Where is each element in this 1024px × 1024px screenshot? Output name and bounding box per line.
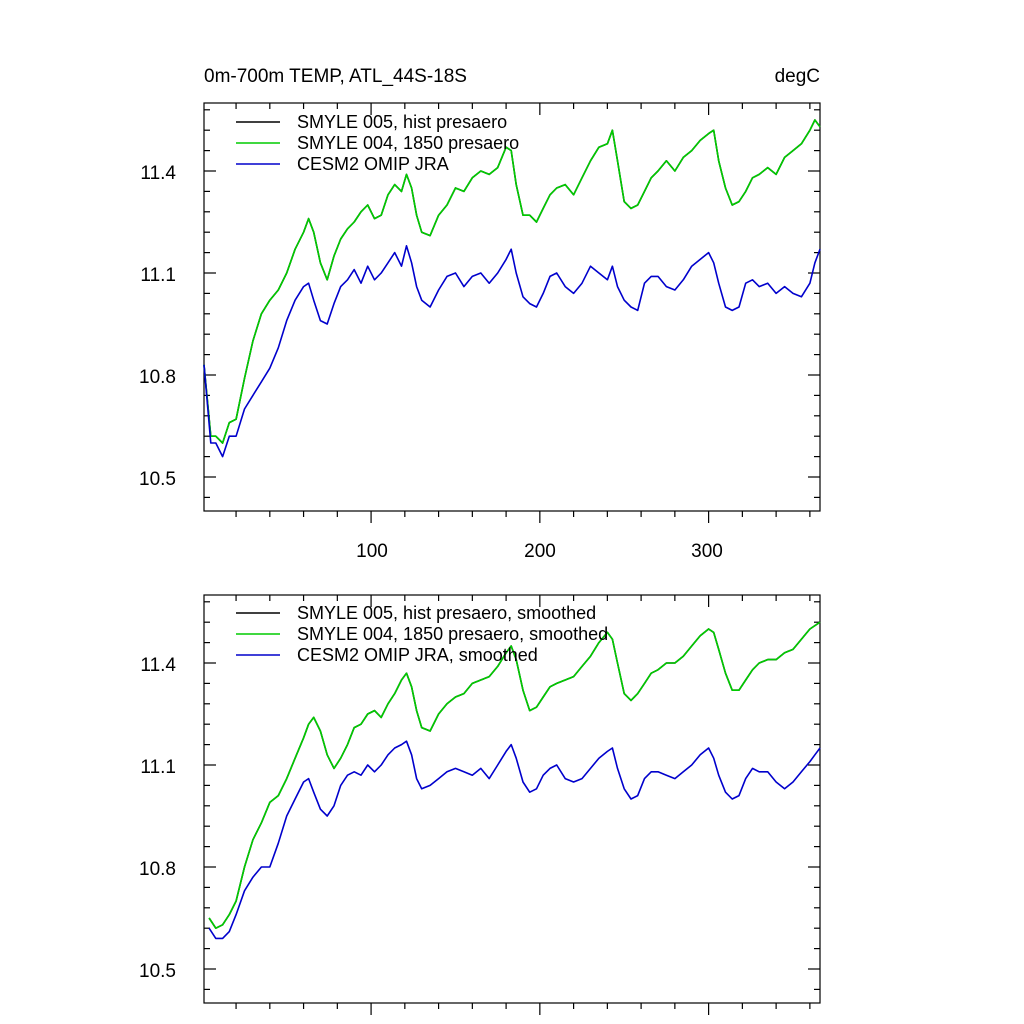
series-line-1 [208,621,821,930]
x-tick-label: 100 [356,541,388,562]
legend-label: SMYLE 004, 1850 presaero, smoothed [297,624,608,644]
legend-label: SMYLE 004, 1850 presaero [297,133,519,153]
y-tick-label: 10.8 [139,859,176,880]
series-line-2 [203,245,821,458]
legend-label: SMYLE 005, hist presaero, smoothed [297,603,596,623]
y-tick-label: 11.4 [140,163,176,184]
series-lines [203,119,821,458]
y-tick-label: 11.1 [140,265,176,286]
series-line-1 [203,119,821,444]
y-tick-label: 10.8 [139,367,176,388]
plot-frame [203,594,821,1004]
series-lines [208,621,821,940]
chart-title: 0m-700m TEMP, ATL_44S-18S [204,66,467,87]
bottom-panel: 10.5 10.8 11.1 11.4 SMYLE 005, hist pres… [139,594,821,1015]
y-tick-label: 10.5 [139,961,176,982]
legend-label: SMYLE 005, hist presaero [297,112,507,132]
legend-label: CESM2 OMIP JRA [297,154,449,174]
plot-frame [203,102,821,512]
y-tick-label: 10.5 [139,469,176,490]
axis-ticks [204,595,820,1015]
series-line-0 [208,621,821,930]
legend: SMYLE 005, hist presaero, smoothed SMYLE… [236,603,608,665]
y-tick-label: 11.1 [140,757,176,778]
x-tick-label: 300 [691,541,723,562]
legend: SMYLE 005, hist presaero SMYLE 004, 1850… [236,112,519,174]
series-line-2 [208,740,821,940]
chart-units: degC [775,66,820,87]
x-tick-label: 200 [524,541,556,562]
y-tick-label: 11.4 [140,655,176,676]
top-panel: 0m-700m TEMP, ATL_44S-18S degC 10.5 10.8… [139,66,821,562]
axis-ticks [204,103,820,523]
legend-label: CESM2 OMIP JRA, smoothed [297,645,538,665]
